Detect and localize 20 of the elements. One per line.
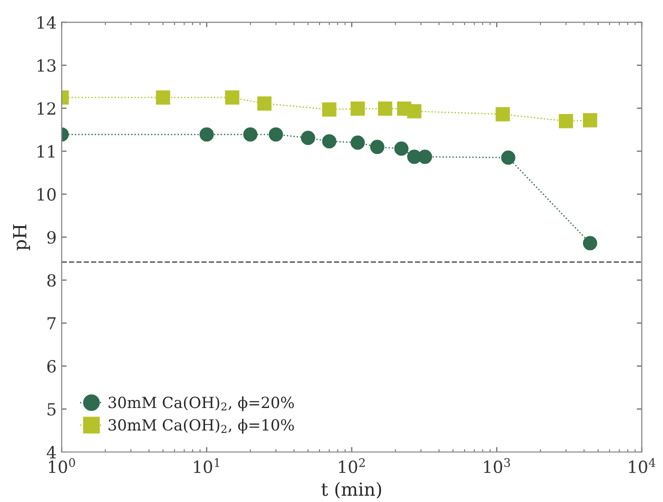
x-tick-label: 10$^{1}$ — [194, 458, 220, 474]
legend-label: 30mM Ca(OH)$_{2}$, ϕ=20% — [108, 396, 294, 412]
y-tick-label: 8 — [47, 274, 56, 287]
x-axis-title: t (min) — [321, 482, 382, 499]
y-tick-label: 13 — [38, 59, 56, 72]
x-tick-label: 10$^{2}$ — [339, 458, 365, 474]
y-tick-label: 5 — [48, 403, 56, 416]
x-tick-label: 10$^{0}$ — [49, 458, 75, 474]
legend-label: 30mM Ca(OH)$_{2}$, ϕ=10% — [108, 418, 294, 434]
y-tick-label: 10 — [38, 188, 56, 201]
y-tick-label: 12 — [38, 102, 56, 115]
y-tick-label: 6 — [47, 360, 56, 373]
y-axis-title: pH — [13, 224, 30, 250]
y-tick-label: 11 — [38, 145, 54, 158]
y-tick-label: 9 — [47, 231, 56, 244]
x-tick-label: 10$^{4}$ — [629, 458, 656, 474]
x-tick-label: 10$^{3}$ — [484, 458, 510, 474]
y-tick-label: 14 — [38, 16, 56, 29]
y-tick-label: 7 — [48, 317, 56, 330]
y-tick-label: 4 — [46, 446, 56, 458]
